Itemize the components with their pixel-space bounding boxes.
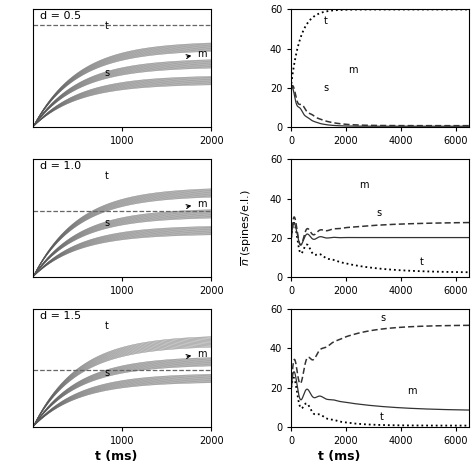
Text: t: t (419, 257, 423, 267)
Text: s: s (104, 368, 109, 378)
Text: d = 1.0: d = 1.0 (40, 161, 82, 171)
Text: $\overline{n}$ (spines/e.l.): $\overline{n}$ (spines/e.l.) (239, 189, 254, 266)
Text: t: t (323, 16, 327, 26)
Text: t (ms): t (ms) (318, 450, 360, 463)
Text: s: s (377, 208, 382, 218)
Text: t (ms): t (ms) (95, 450, 137, 463)
Text: m: m (186, 349, 207, 359)
Text: s: s (104, 68, 109, 78)
Text: m: m (359, 180, 368, 190)
Text: m: m (186, 199, 207, 209)
Text: t: t (104, 321, 108, 331)
Text: t: t (380, 411, 384, 421)
Text: t: t (104, 172, 108, 182)
Text: d = 0.5: d = 0.5 (40, 11, 82, 21)
Text: t: t (104, 21, 108, 31)
Text: s: s (104, 218, 109, 228)
Text: m: m (407, 386, 417, 396)
Text: s: s (380, 313, 385, 323)
Text: m: m (348, 65, 358, 75)
Text: s: s (323, 83, 328, 93)
Text: m: m (186, 49, 207, 59)
Text: d = 1.5: d = 1.5 (40, 311, 82, 321)
